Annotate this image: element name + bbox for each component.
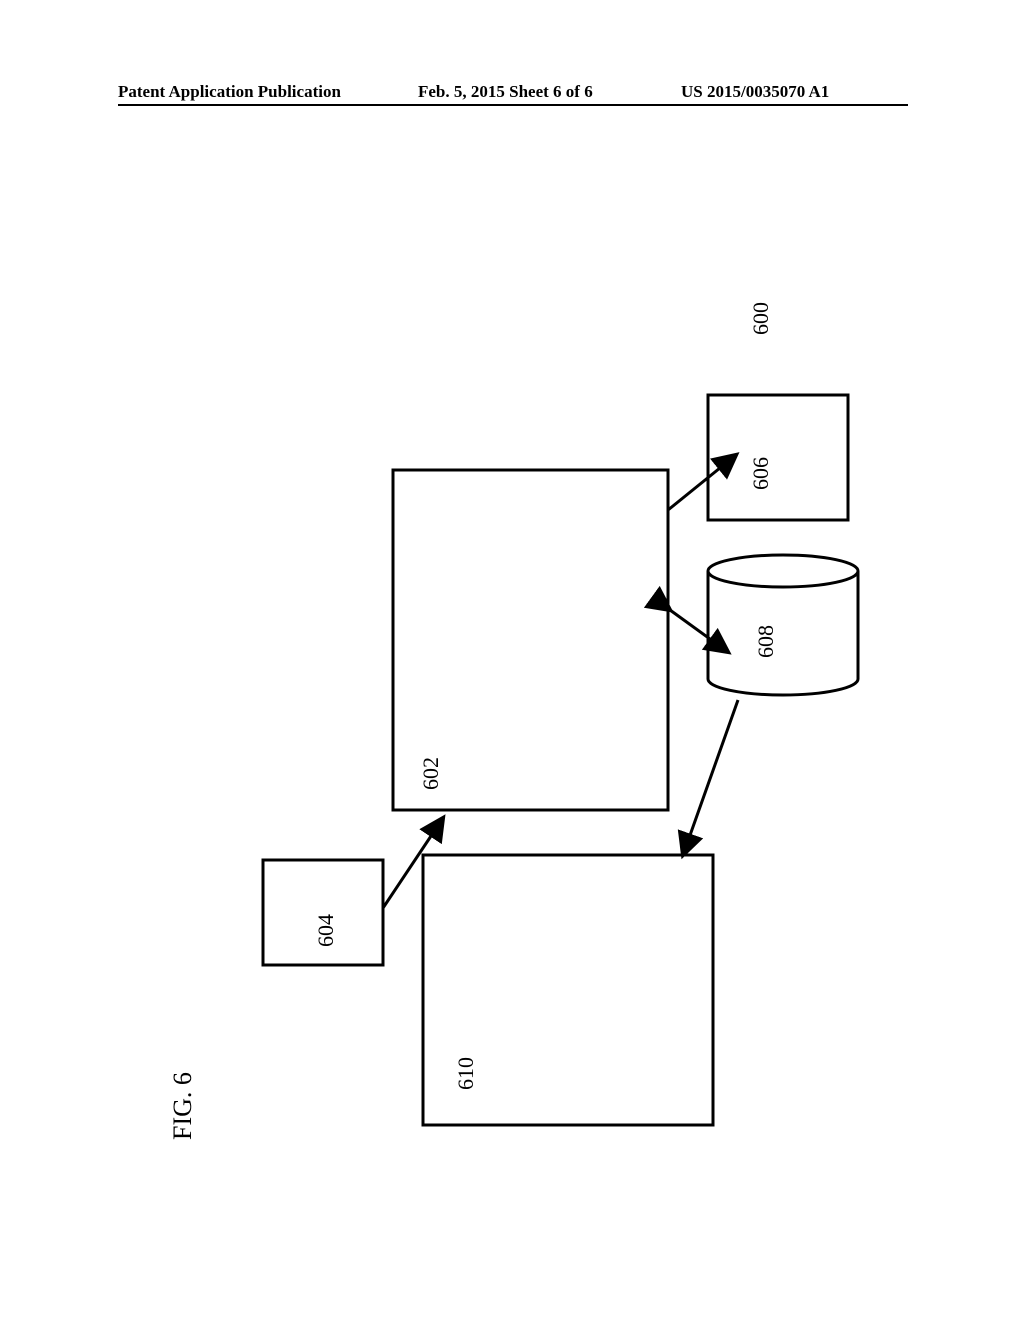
header-left: Patent Application Publication xyxy=(118,82,341,102)
edge-0 xyxy=(383,818,443,908)
figure-caption: FIG. 6 xyxy=(168,1072,198,1140)
label-606: 606 xyxy=(748,457,774,490)
label-604: 604 xyxy=(313,914,339,947)
header-mid: Feb. 5, 2015 Sheet 6 of 6 xyxy=(418,82,593,102)
label-600: 600 xyxy=(748,302,774,335)
edge-2 xyxy=(670,610,728,652)
header-rule xyxy=(118,104,908,106)
label-602: 602 xyxy=(418,757,444,790)
edge-1 xyxy=(668,455,736,510)
edge-3 xyxy=(683,700,738,855)
figure-6: 600 604 602 606 608 610 FIG. 6 xyxy=(118,220,908,1170)
page: Patent Application Publication Feb. 5, 2… xyxy=(0,0,1024,1320)
header-right: US 2015/0035070 A1 xyxy=(681,82,829,102)
node-n604 xyxy=(263,860,383,965)
label-608: 608 xyxy=(753,625,779,658)
label-610: 610 xyxy=(453,1057,479,1090)
diagram-svg xyxy=(118,220,908,1170)
node-n606 xyxy=(708,395,848,520)
